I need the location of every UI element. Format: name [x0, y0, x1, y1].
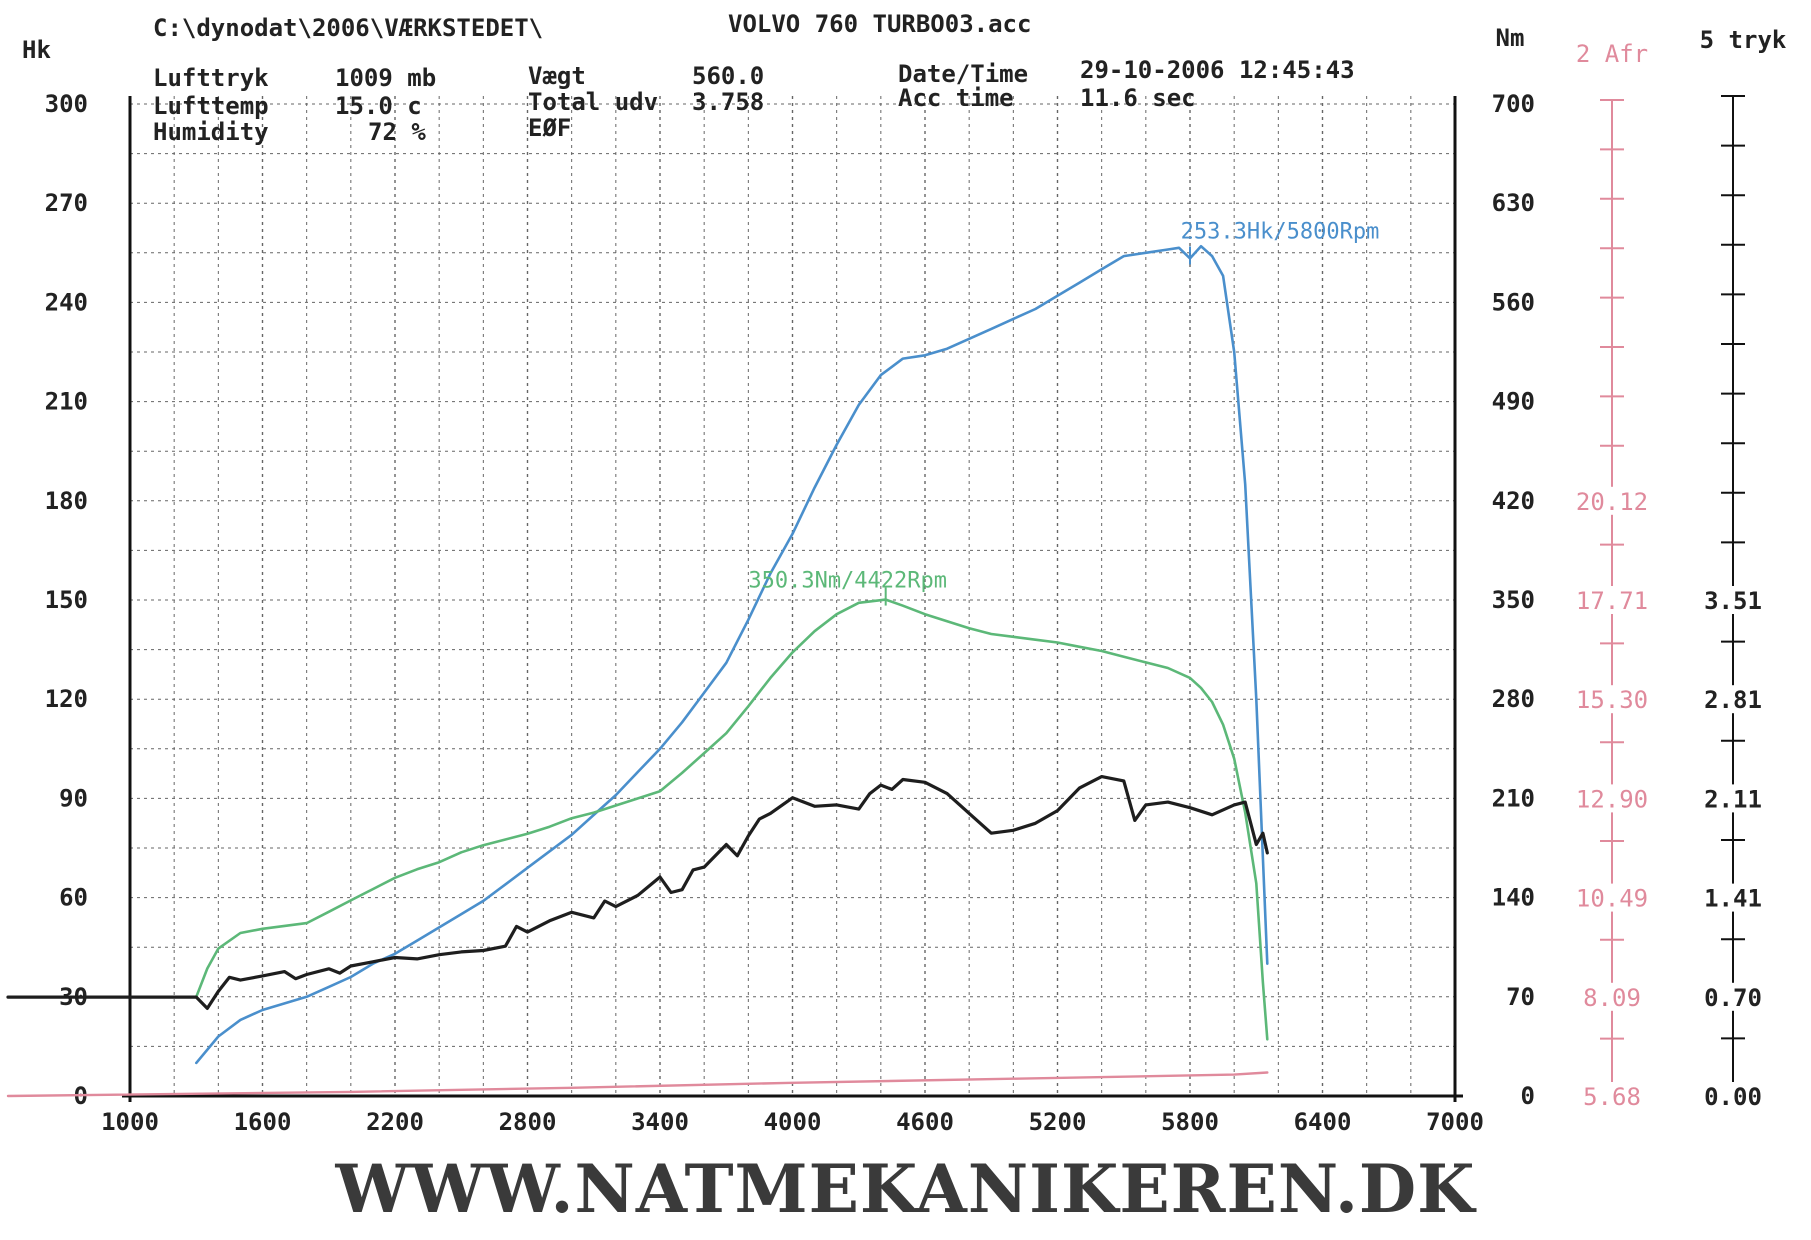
eof-label: EØF	[528, 114, 572, 142]
hk-tick-label: 270	[45, 189, 88, 217]
x-tick-label: 5200	[1029, 1108, 1087, 1136]
x-tick-label: 4000	[764, 1108, 822, 1136]
tryk-tick-label: 2.81	[1704, 686, 1762, 714]
datetime-value: 29-10-2006 12:45:43	[1080, 56, 1355, 84]
x-tick-label: 7000	[1426, 1108, 1484, 1136]
x-tick-label: 4600	[896, 1108, 954, 1136]
x-tick-label: 5800	[1161, 1108, 1219, 1136]
hk-tick-label: 60	[59, 884, 88, 912]
tryk-tick-label: 0.70	[1704, 984, 1762, 1012]
afr-tick-label: 20.12	[1576, 488, 1648, 516]
x-tick-label: 3400	[631, 1108, 689, 1136]
total-label: Total udv	[528, 88, 659, 116]
hk-axis-label: Hk	[22, 36, 51, 64]
file-path: C:\dynodat\2006\VÆRKSTEDET\	[153, 14, 544, 42]
hk-tick-label: 90	[59, 784, 88, 812]
afr-axis-label: 2 Afr	[1576, 40, 1648, 68]
afr-tick-label: 12.90	[1576, 785, 1648, 813]
tryk-tick-label: 3.51	[1704, 587, 1762, 615]
nm-tick-label: 210	[1492, 784, 1535, 812]
nm-tick-label: 70	[1506, 983, 1535, 1011]
afr-tick-label: 5.68	[1583, 1083, 1641, 1111]
afr-tick-label: 8.09	[1583, 984, 1641, 1012]
afr-label-bg	[1566, 685, 1658, 714]
hk-tick-label: 150	[45, 586, 88, 614]
afr-label-bg	[1566, 883, 1658, 912]
tryk-label-bg	[1691, 586, 1775, 614]
nm-tick-label: 700	[1492, 90, 1535, 118]
afr-label-bg	[1566, 1082, 1658, 1110]
series-line-nm	[195, 598, 1269, 1041]
x-tick-label: 6400	[1294, 1108, 1352, 1136]
datetime-label: Date/Time	[898, 60, 1029, 88]
tryk-axis-label: 5 tryk	[1700, 26, 1787, 54]
nm-tick-label: 420	[1492, 487, 1535, 515]
acctime-value: 11.6 sec	[1080, 84, 1196, 112]
tryk-label-bg	[1691, 1082, 1775, 1110]
afr-tick-label: 15.30	[1576, 686, 1648, 714]
nm-tick-label: 490	[1492, 388, 1535, 416]
lufttemp-label: Lufttemp	[153, 92, 269, 120]
x-tick-label: 1000	[101, 1108, 159, 1136]
hk-tick-label: 210	[45, 388, 88, 416]
total-value: 3.758	[692, 88, 765, 116]
peak-torque-label: 350.3Nm/4422Rpm	[748, 569, 947, 594]
website-footer: WWW.NATMEKANIKEREN.DK	[335, 1150, 1476, 1228]
nm-tick-label: 630	[1492, 189, 1535, 217]
nm-tick-label: 140	[1492, 884, 1535, 912]
vaegt-value: 560.0	[692, 62, 765, 90]
tryk-tick-label: 2.11	[1704, 785, 1762, 813]
afr-tick-label: 17.71	[1576, 587, 1648, 615]
humidity-value: 72 %	[368, 118, 426, 146]
acctime-label: Acc time	[898, 84, 1014, 112]
lufttemp-value: 15.0 c	[335, 92, 422, 120]
tryk-label-bg	[1691, 784, 1775, 813]
afr-label-bg	[1566, 586, 1658, 614]
afr-tick-label: 10.49	[1576, 885, 1648, 913]
nm-axis-label: Nm	[1496, 24, 1525, 52]
afr-label-bg	[1566, 982, 1658, 1011]
vaegt-label: Vægt	[528, 62, 586, 90]
x-tick-label: 2800	[499, 1108, 557, 1136]
lufttryk-value: 1009 mb	[335, 64, 437, 92]
nm-tick-label: 0	[1521, 1082, 1535, 1110]
hk-tick-label: 120	[45, 685, 88, 713]
nm-tick-label: 560	[1492, 288, 1535, 316]
x-tick-label: 1600	[234, 1108, 292, 1136]
tryk-label-bg	[1691, 883, 1775, 912]
file-name: VOLVO 760 TURBO03.acc	[728, 10, 1032, 38]
x-tick-label: 2200	[366, 1108, 424, 1136]
hk-tick-label: 240	[45, 288, 88, 316]
lufttryk-label: Lufttryk	[153, 64, 269, 92]
series-line-hk	[195, 244, 1269, 1065]
peak-power-label: 253.3Hk/5800Rpm	[1181, 219, 1380, 244]
nm-tick-label: 350	[1492, 586, 1535, 614]
hk-tick-label: 180	[45, 487, 88, 515]
afr-label-bg	[1566, 486, 1658, 515]
afr-label-bg	[1566, 784, 1658, 813]
hk-tick-label: 300	[45, 90, 88, 118]
humidity-label: Humidity	[153, 118, 269, 146]
series-line-afr	[6, 1071, 1269, 1098]
nm-tick-label: 280	[1492, 685, 1535, 713]
tryk-label-bg	[1691, 982, 1775, 1011]
tryk-tick-label: 0.00	[1704, 1083, 1762, 1111]
tryk-tick-label: 1.41	[1704, 885, 1762, 913]
tryk-label-bg	[1691, 685, 1775, 714]
series-line-tryk	[6, 774, 1269, 1011]
